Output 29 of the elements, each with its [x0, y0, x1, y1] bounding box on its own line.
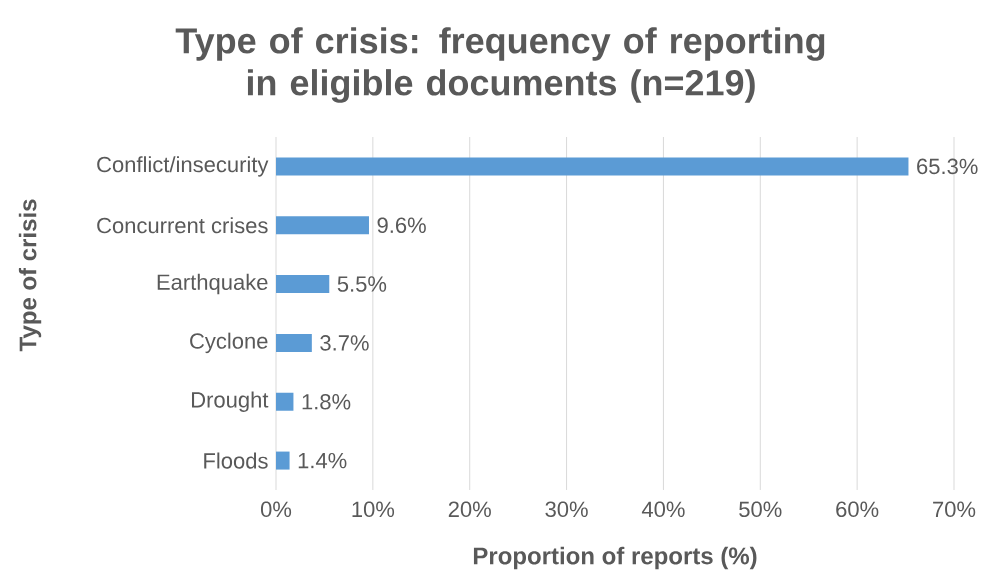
bar [276, 451, 290, 470]
data-label: 9.6% [377, 217, 426, 234]
chart-title: Type of crisis: frequency of reporting in eligible documents (n=219) [175, 27, 825, 103]
x-tick-label: 60% [836, 501, 879, 518]
y-tick-label: Conflict/insecurity [97, 156, 269, 177]
bar [276, 216, 369, 235]
y-tick-label: Floods [204, 452, 268, 469]
x-tick-label: 40% [641, 501, 685, 518]
y-tick-label: Earthquake [157, 273, 268, 295]
x-tick-label: 20% [448, 501, 491, 518]
bar [276, 275, 330, 294]
bar [276, 333, 312, 352]
y-tick-label: Cyclone [190, 332, 268, 354]
y-tick-label: Concurrent crises [97, 217, 268, 234]
data-label: 5.5% [337, 276, 387, 292]
x-tick-label: 30% [545, 501, 588, 518]
x-tick-label: 0% [260, 501, 292, 518]
data-label: 1.8% [302, 393, 351, 410]
x-tick-label: 50% [739, 501, 782, 518]
x-tick-label: 10% [352, 501, 395, 518]
y-axis-title: Type of crisis [18, 199, 42, 352]
bar [276, 392, 294, 411]
data-label: 3.7% [320, 335, 369, 351]
x-tick-label: 70% [933, 501, 976, 518]
data-label: 65.3% [917, 158, 978, 175]
bar [276, 157, 909, 176]
data-label: 1.4% [298, 452, 347, 469]
y-tick-label: Drought [192, 391, 269, 412]
x-axis-title: Proportion of reports (%) [473, 546, 757, 570]
